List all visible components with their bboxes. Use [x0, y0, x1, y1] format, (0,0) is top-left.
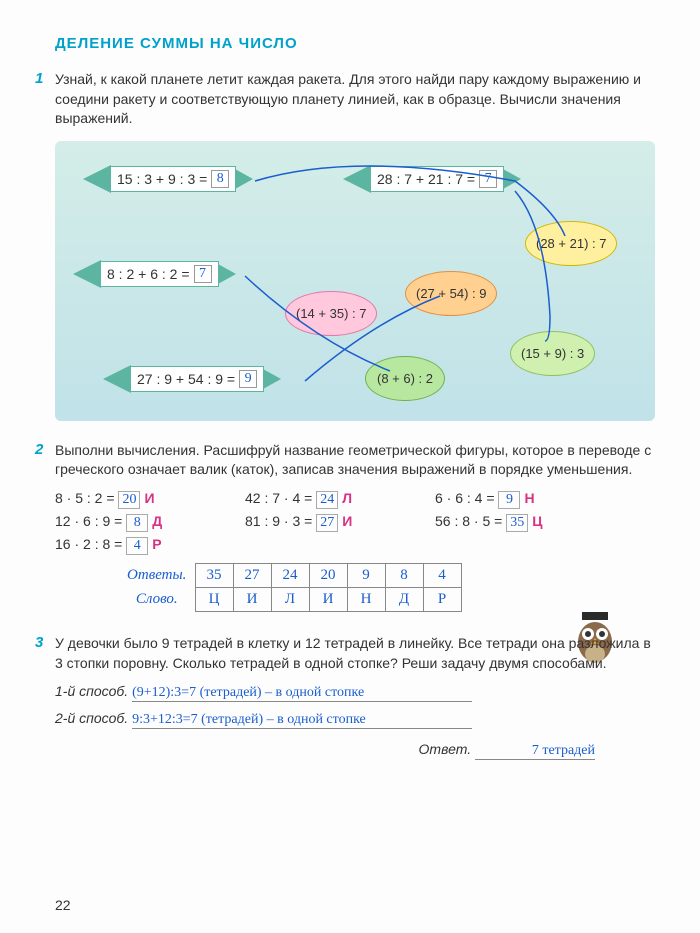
word-cell: Р — [423, 587, 461, 611]
calc-letter: И — [342, 513, 352, 529]
word-cell: Н — [347, 587, 385, 611]
calc-item: 81 : 9 · 3 = 27И — [245, 513, 435, 532]
calc-item: 16 · 2 : 8 = 4Р — [55, 536, 245, 555]
rocket-1: 28 : 7 + 21 : 7 =7 — [370, 166, 504, 192]
planet-1: (27 + 54) : 9 — [405, 271, 497, 316]
rocket-expr: 8 : 2 + 6 : 2 = — [107, 266, 190, 282]
calc-row: 8 · 5 : 2 = 20И42 : 7 · 4 = 24Л6 · 6 : 4… — [55, 490, 655, 509]
calc-letter: Р — [152, 536, 161, 552]
word-cell: Д — [385, 587, 423, 611]
calc-letter: Ц — [532, 513, 542, 529]
rocket-answer: 9 — [239, 370, 257, 388]
planet-4: (8 + 6) : 2 — [365, 356, 445, 401]
rocket-3: 27 : 9 + 54 : 9 =9 — [130, 366, 264, 392]
planet-0: (28 + 21) : 7 — [525, 221, 617, 266]
calc-item: 8 · 5 : 2 = 20И — [55, 490, 245, 509]
task-3-number: 3 — [35, 634, 43, 651]
rocket-answer: 7 — [479, 170, 497, 188]
answer-cell: 24 — [271, 563, 309, 587]
task-2-text: Выполни вычисления. Расшифруй название г… — [55, 441, 655, 480]
answer-label: Ответ. — [419, 741, 472, 757]
way1-answer: (9+12):3=7 (тетрадей) – в одной стопке — [132, 685, 472, 702]
task-1-number: 1 — [35, 70, 43, 87]
answer-cell: 20 — [309, 563, 347, 587]
task-3: 3 У девочки было 9 тетрадей в клетку и 1… — [55, 634, 655, 760]
rocket-answer: 7 — [194, 265, 212, 283]
answer-cell: 35 — [195, 563, 233, 587]
answer-cell: 4 — [423, 563, 461, 587]
task-1-text: Узнай, к какой планете летит каждая раке… — [55, 70, 655, 129]
rocket-diagram: 15 : 3 + 9 : 3 =828 : 7 + 21 : 7 =78 : 2… — [55, 141, 655, 421]
task-1: 1 Узнай, к какой планете летит каждая ра… — [55, 70, 655, 421]
calc-letter: Л — [342, 490, 352, 506]
answer-cell: 27 — [233, 563, 271, 587]
page-number: 22 — [55, 897, 71, 913]
rocket-expr: 27 : 9 + 54 : 9 = — [137, 371, 235, 387]
way2-answer: 9:3+12:3=7 (тетрадей) – в одной стопке — [132, 712, 472, 729]
answer-table: Ответы.35272420984 Слово.ЦИЛИНДР — [125, 563, 462, 612]
calc-answer: 35 — [506, 514, 528, 532]
task-2-number: 2 — [35, 441, 43, 458]
way1-label: 1-й способ. — [55, 683, 128, 699]
task-2: 2 Выполни вычисления. Расшифруй название… — [55, 441, 655, 612]
rocket-2: 8 : 2 + 6 : 2 =7 — [100, 261, 219, 287]
calc-answer: 20 — [118, 491, 140, 509]
answer-cell: 9 — [347, 563, 385, 587]
planet-2: (14 + 35) : 7 — [285, 291, 377, 336]
word-cell: Л — [271, 587, 309, 611]
rocket-0: 15 : 3 + 9 : 3 =8 — [110, 166, 236, 192]
rocket-expr: 15 : 3 + 9 : 3 = — [117, 171, 207, 187]
way2-label: 2-й способ. — [55, 710, 128, 726]
calc-item: 42 : 7 · 4 = 24Л — [245, 490, 435, 509]
word-cell: И — [233, 587, 271, 611]
calc-answer: 24 — [316, 491, 338, 509]
calc-answer: 8 — [126, 514, 148, 532]
final-answer: 7 тетрадей — [475, 743, 595, 760]
calc-row: 16 · 2 : 8 = 4Р — [55, 536, 655, 555]
task-3-text: У девочки было 9 тетрадей в клетку и 12 … — [55, 634, 655, 673]
calc-row: 12 · 6 : 9 = 8Д81 : 9 · 3 = 27И56 : 8 · … — [55, 513, 655, 532]
calc-item: 6 · 6 : 4 = 9Н — [435, 490, 625, 509]
calc-letter: И — [144, 490, 154, 506]
calc-answer: 27 — [316, 514, 338, 532]
calc-answer: 9 — [498, 491, 520, 509]
planet-3: (15 + 9) : 3 — [510, 331, 595, 376]
answers-label: Ответы. — [125, 563, 195, 587]
rocket-answer: 8 — [211, 170, 229, 188]
calc-answer: 4 — [126, 537, 148, 555]
word-label: Слово. — [125, 587, 195, 611]
word-cell: И — [309, 587, 347, 611]
calc-letter: Н — [524, 490, 534, 506]
calc-letter: Д — [152, 513, 162, 529]
answer-cell: 8 — [385, 563, 423, 587]
calc-item: 56 : 8 · 5 = 35Ц — [435, 513, 625, 532]
word-cell: Ц — [195, 587, 233, 611]
calc-item: 12 · 6 : 9 = 8Д — [55, 513, 245, 532]
rocket-expr: 28 : 7 + 21 : 7 = — [377, 171, 475, 187]
page-header: ДЕЛЕНИЕ СУММЫ НА ЧИСЛО — [55, 35, 655, 52]
